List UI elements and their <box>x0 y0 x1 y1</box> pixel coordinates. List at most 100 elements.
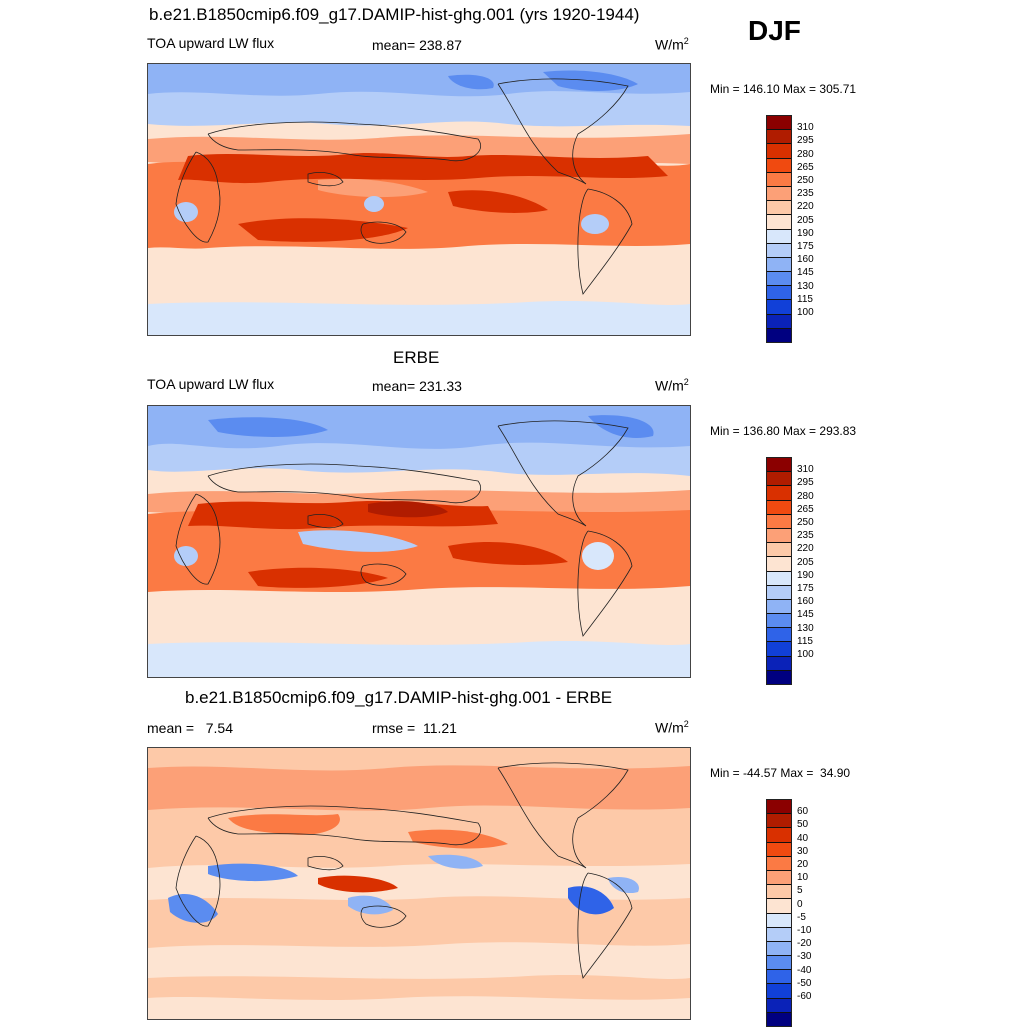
run-title: b.e21.B1850cmip6.f09_g17.DAMIP-hist-ghg.… <box>149 5 640 24</box>
colorbar-swatch <box>767 485 791 500</box>
colorbar-swatch <box>767 655 791 670</box>
panel-2-units: W/m2 <box>655 377 689 394</box>
colorbar-swatch <box>767 299 791 314</box>
panel-2-left-label: TOA upward LW flux <box>147 376 275 392</box>
colorbar-swatch <box>767 499 791 514</box>
colorbar-swatch <box>767 458 791 472</box>
colorbar-tick-label: 115 <box>797 635 813 647</box>
colorbar-swatch <box>767 1011 791 1026</box>
colorbar-swatch <box>767 171 791 186</box>
panel-1-colorbar <box>766 115 792 343</box>
panel-3-map-field <box>148 748 690 1019</box>
colorbar-swatch <box>767 129 791 144</box>
colorbar-swatch <box>767 997 791 1012</box>
colorbar-tick-label: 295 <box>797 135 814 147</box>
panel-3-title: b.e21.B1850cmip6.f09_g17.DAMIP-hist-ghg.… <box>185 688 613 707</box>
colorbar-swatch <box>767 884 791 899</box>
colorbar-tick-label: 250 <box>797 517 814 528</box>
colorbar-tick-label: 205 <box>797 214 814 226</box>
colorbar-tick-label: 160 <box>797 254 814 266</box>
colorbar-tick-label: 10 <box>797 872 809 884</box>
colorbar-tick-label: -20 <box>797 938 812 950</box>
colorbar-swatch <box>767 869 791 885</box>
panel-2-mean-label: mean= 231.33 <box>372 378 462 394</box>
colorbar-swatch <box>767 513 791 528</box>
colorbar-tick-label: 265 <box>797 503 814 515</box>
panel-3-mean-label: mean = 7.54 <box>147 720 234 736</box>
colorbar-swatch <box>767 228 791 243</box>
colorbar-swatch <box>767 800 791 814</box>
panel-1-minmax: Min = 146.10 Max = 305.71 <box>710 82 857 96</box>
colorbar-swatch <box>767 214 791 229</box>
colorbar-swatch <box>767 955 791 970</box>
colorbar-tick-label: 280 <box>797 490 814 502</box>
colorbar-tick-label: 30 <box>797 845 809 857</box>
colorbar-tick-label: 145 <box>797 609 814 621</box>
colorbar-swatch <box>767 556 791 571</box>
colorbar-tick-label: 190 <box>797 227 814 239</box>
colorbar-swatch <box>767 271 791 286</box>
colorbar-tick-label: 310 <box>797 464 814 476</box>
colorbar-swatch <box>767 641 791 656</box>
colorbar-tick-label: 145 <box>797 267 814 279</box>
colorbar-tick-label: -5 <box>797 911 806 923</box>
colorbar-tick-label: 280 <box>797 148 814 160</box>
colorbar-tick-label: 310 <box>797 122 814 134</box>
colorbar-swatch <box>767 983 791 998</box>
colorbar-swatch <box>767 143 791 158</box>
colorbar-tick-label: 60 <box>797 806 809 818</box>
colorbar-swatch <box>767 116 791 130</box>
colorbar-tick-label: 235 <box>797 188 814 200</box>
colorbar-tick-label: 265 <box>797 161 814 173</box>
colorbar-tick-label: 160 <box>797 596 814 608</box>
panel-1-mean-label: mean= 238.87 <box>372 37 462 53</box>
colorbar-swatch <box>767 256 791 272</box>
panel-1-units: W/m2 <box>655 36 689 53</box>
panel-2-colorbar <box>766 457 792 685</box>
colorbar-tick-label: 100 <box>797 307 814 318</box>
colorbar-swatch <box>767 598 791 614</box>
colorbar-tick-label: 130 <box>797 280 814 292</box>
colorbar-swatch <box>767 200 791 215</box>
colorbar-swatch <box>767 584 791 599</box>
colorbar-tick-label: 205 <box>797 556 814 568</box>
panel-3-map <box>147 747 691 1020</box>
colorbar-tick-label: 5 <box>797 885 803 897</box>
colorbar-swatch <box>767 669 791 684</box>
panel-3-units: W/m2 <box>655 719 689 736</box>
colorbar-tick-label: 175 <box>797 583 814 594</box>
colorbar-tick-label: -30 <box>797 951 812 963</box>
colorbar-swatch <box>767 313 791 328</box>
colorbar-tick-label: 115 <box>797 293 813 305</box>
colorbar-swatch <box>767 471 791 486</box>
colorbar-tick-label: 0 <box>797 898 803 910</box>
panel-2-minmax: Min = 136.80 Max = 293.83 <box>710 424 857 438</box>
colorbar-tick-label: 190 <box>797 569 814 581</box>
colorbar-tick-label: -10 <box>797 925 812 936</box>
colorbar-swatch <box>767 841 791 856</box>
colorbar-swatch <box>767 285 791 300</box>
colorbar-tick-label: 20 <box>797 859 809 870</box>
colorbar-tick-label: 295 <box>797 477 814 489</box>
panel-3-rmse-label: rmse = 11.21 <box>372 720 457 736</box>
colorbar-swatch <box>767 613 791 628</box>
colorbar-tick-label: 50 <box>797 819 809 831</box>
colorbar-tick-label: -50 <box>797 977 812 989</box>
colorbar-swatch <box>767 527 791 543</box>
colorbar-swatch <box>767 926 791 941</box>
colorbar-swatch <box>767 827 791 842</box>
colorbar-tick-label: 250 <box>797 175 814 186</box>
colorbar-tick-label: 220 <box>797 201 814 213</box>
colorbar-swatch <box>767 940 791 956</box>
colorbar-swatch <box>767 898 791 913</box>
colorbar-tick-label: 235 <box>797 530 814 542</box>
panel-2-map <box>147 405 691 678</box>
colorbar-swatch <box>767 242 791 257</box>
panel-2-map-field <box>148 406 690 677</box>
colorbar-tick-label: 220 <box>797 543 814 555</box>
colorbar-swatch <box>767 813 791 828</box>
panel-1-map <box>147 63 691 336</box>
season-label: DJF <box>748 15 801 46</box>
panel-2-title: ERBE <box>393 348 440 367</box>
colorbar-swatch <box>767 327 791 342</box>
